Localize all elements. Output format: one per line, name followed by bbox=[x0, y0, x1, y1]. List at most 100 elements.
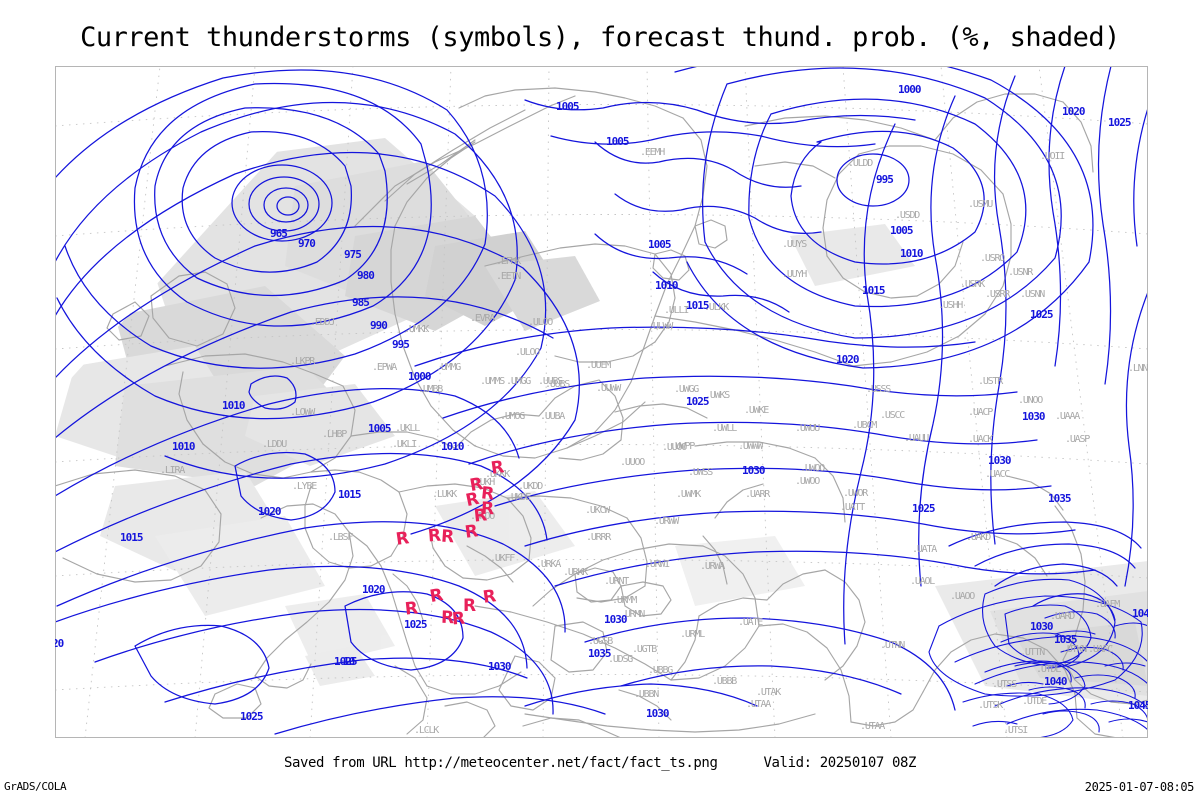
isobar-label: 1030 bbox=[1022, 410, 1045, 423]
isobar-label: 1010 bbox=[172, 440, 195, 453]
isobar-contours bbox=[55, 66, 1148, 738]
station-label: .USMU bbox=[968, 199, 993, 210]
generation-timestamp: 2025-01-07-08:05 bbox=[1084, 780, 1195, 794]
station-label: .LUKK bbox=[432, 489, 457, 500]
station-label: .UTSI bbox=[1003, 725, 1028, 736]
station-label: .UAKD bbox=[966, 532, 991, 543]
isobar-label: 1025 bbox=[240, 710, 263, 723]
isobar-label: 1025 bbox=[1108, 116, 1131, 129]
isobar-label: 1030 bbox=[1030, 620, 1053, 633]
station-label: .LBSF bbox=[328, 532, 353, 543]
station-label: .USDD bbox=[895, 210, 920, 221]
station-label: .UGSB bbox=[588, 636, 613, 647]
station-label: .UTTN bbox=[1020, 647, 1045, 658]
station-label: .URWA bbox=[700, 561, 725, 572]
station-label: .LOWW bbox=[290, 407, 315, 418]
isobar-label: 995 bbox=[392, 338, 410, 351]
isobar-label: 975 bbox=[344, 248, 362, 261]
isobar-label: 1005 bbox=[606, 135, 629, 148]
isobar-label: 1010 bbox=[441, 440, 464, 453]
page-title: Current thunderstorms (symbols), forecas… bbox=[80, 22, 1120, 53]
station-label: .URWI bbox=[645, 559, 670, 570]
station-label: .UAUU bbox=[904, 433, 929, 444]
station-label: .EDDJ bbox=[310, 317, 335, 328]
station-label: .UARD bbox=[1050, 611, 1075, 622]
station-label: .LDDU bbox=[262, 439, 287, 450]
station-label: .UWOO bbox=[800, 463, 825, 474]
isobar-label: 1005 bbox=[890, 224, 913, 237]
station-label: .UUWW bbox=[596, 383, 621, 394]
isobar-label: 1030 bbox=[488, 660, 511, 673]
station-label: .EETN bbox=[496, 271, 521, 282]
isobar-label: 1025 bbox=[404, 618, 427, 631]
isobar-label: 1030 bbox=[646, 707, 669, 720]
isobar-label: 1045 bbox=[1128, 699, 1148, 712]
station-label: .UKKK bbox=[485, 469, 510, 480]
station-label: .UAFM bbox=[1095, 599, 1120, 610]
station-label: .UTSK bbox=[978, 700, 1003, 711]
thunderstorm-symbol: R bbox=[403, 598, 420, 620]
projection-corner-mask bbox=[55, 66, 355, 396]
station-label: .UWPP bbox=[670, 441, 695, 452]
station-label: .UGTB bbox=[632, 644, 657, 655]
station-label: .UATE bbox=[738, 617, 763, 628]
station-label: .UTDL bbox=[1036, 664, 1061, 675]
isobar-label: 990 bbox=[370, 319, 388, 332]
station-label: .ULLI bbox=[664, 305, 689, 316]
station-label: .UMGG bbox=[506, 376, 531, 387]
station-label: .UWMK bbox=[676, 489, 701, 500]
station-label: .URMN bbox=[620, 609, 645, 620]
station-label: .LHBP bbox=[322, 429, 347, 440]
station-label: .UWOO bbox=[795, 476, 820, 487]
isobar-label: 1015 bbox=[686, 299, 709, 312]
station-label: .USHH bbox=[938, 300, 963, 311]
station-label: .UKLI bbox=[392, 439, 417, 450]
thunderstorm-symbol: R bbox=[463, 596, 477, 616]
isobar-label: 1015 bbox=[120, 531, 143, 544]
station-label: .UACC bbox=[985, 469, 1010, 480]
station-label: .UOII bbox=[1040, 151, 1065, 162]
station-label: .URKA bbox=[536, 559, 561, 570]
station-label: .USRK bbox=[960, 279, 985, 290]
map-plot-area: .EFHK .EETN .EEMH .ULOO .EVRA .ULOO .EDDJ .LKPR… bbox=[55, 66, 1148, 738]
isobar-label: 1010 bbox=[900, 247, 923, 260]
station-label: .ULOO bbox=[515, 347, 540, 358]
station-label: .UTKN bbox=[1062, 644, 1087, 655]
station-label: .UUYH bbox=[782, 269, 807, 280]
station-label: .UWLL bbox=[712, 423, 737, 434]
isobar-label: 995 bbox=[876, 173, 894, 186]
station-label: .UMKK bbox=[404, 324, 429, 335]
isobar-label: 985 bbox=[352, 296, 370, 309]
station-label: .UMBB bbox=[418, 384, 443, 395]
station-label: .UMMG bbox=[436, 362, 461, 373]
isobar-label: 1040 bbox=[1132, 607, 1148, 620]
thunderstorm-symbol: R bbox=[440, 526, 455, 548]
station-label: .UASP bbox=[1065, 434, 1090, 445]
saved-from-url-text: Saved from URL http://meteocenter.net/fa… bbox=[283, 755, 718, 771]
isobar-label: 1005 bbox=[556, 100, 579, 113]
isobar-label: 1030 bbox=[742, 464, 765, 477]
station-label: .UTSS bbox=[992, 679, 1017, 690]
station-label: .UAOO bbox=[950, 591, 975, 602]
station-label: .UWWW bbox=[738, 441, 763, 452]
station-label: .UUBS bbox=[545, 379, 570, 390]
station-label: .LNNT bbox=[1128, 363, 1148, 374]
station-label: .UDSG bbox=[608, 654, 633, 665]
station-label: .UKLL bbox=[395, 423, 420, 434]
station-label: .UAOL bbox=[910, 576, 935, 587]
station-label: .ULDD bbox=[848, 158, 873, 169]
station-label: .USTR bbox=[978, 376, 1003, 387]
station-label: .UWKE bbox=[744, 405, 769, 416]
station-label: .ULWW bbox=[648, 321, 673, 332]
station-label: .USNN bbox=[1020, 289, 1045, 300]
station-label: .LCLK bbox=[414, 725, 439, 736]
station-label: .UMMS bbox=[480, 376, 505, 387]
station-label: .LIRA bbox=[160, 465, 185, 476]
thunderstorm-symbol: R bbox=[394, 528, 411, 550]
isobar-label: 1000 bbox=[408, 370, 431, 383]
thunderstorm-symbol: R bbox=[489, 457, 506, 479]
isobar-label: 1015 bbox=[338, 488, 361, 501]
station-label: .EPWA bbox=[372, 362, 397, 373]
station-label: .LKPR bbox=[290, 356, 315, 367]
